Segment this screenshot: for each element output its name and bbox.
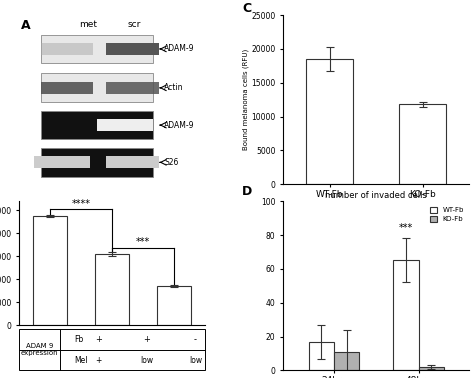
Text: C: C: [242, 2, 251, 15]
FancyBboxPatch shape: [41, 34, 153, 64]
Text: Mel: Mel: [74, 356, 88, 365]
Text: ***: ***: [399, 223, 413, 233]
Bar: [33, 216, 67, 325]
Text: low: low: [140, 356, 154, 365]
Text: scr: scr: [128, 20, 141, 29]
FancyBboxPatch shape: [107, 43, 158, 55]
Text: ****: ****: [72, 199, 91, 209]
Bar: [419, 367, 444, 370]
Text: D: D: [242, 185, 253, 198]
Bar: [95, 254, 129, 325]
Bar: [157, 286, 191, 325]
Bar: [309, 342, 334, 370]
FancyBboxPatch shape: [41, 73, 153, 102]
FancyBboxPatch shape: [107, 82, 158, 94]
Title: number of invaded cells: number of invaded cells: [325, 192, 427, 200]
FancyBboxPatch shape: [41, 43, 93, 55]
Text: +: +: [144, 335, 150, 344]
Text: S26: S26: [164, 158, 179, 167]
Text: +: +: [95, 356, 102, 365]
FancyBboxPatch shape: [41, 148, 153, 177]
Text: A: A: [21, 19, 30, 31]
FancyBboxPatch shape: [34, 156, 90, 168]
Legend: WT-Fb, KO-Fb: WT-Fb, KO-Fb: [428, 205, 466, 224]
Text: ADAM-9: ADAM-9: [164, 121, 195, 130]
Text: ADAM-9: ADAM-9: [164, 45, 195, 53]
Bar: [334, 352, 359, 370]
Bar: [307, 59, 353, 184]
Bar: [400, 104, 446, 184]
Text: ADAM 9
expression: ADAM 9 expression: [20, 343, 58, 356]
Text: ***: ***: [136, 237, 150, 247]
Text: Fb: Fb: [74, 335, 83, 344]
Text: Actin: Actin: [164, 84, 183, 92]
FancyBboxPatch shape: [41, 82, 93, 94]
Text: -: -: [194, 335, 197, 344]
FancyBboxPatch shape: [107, 156, 158, 168]
FancyBboxPatch shape: [41, 111, 153, 139]
Text: low: low: [189, 356, 202, 365]
Text: +: +: [95, 335, 102, 344]
Bar: [393, 260, 419, 370]
FancyBboxPatch shape: [97, 119, 153, 131]
Y-axis label: Bound melanoma cells (RFU): Bound melanoma cells (RFU): [242, 49, 248, 150]
Text: met: met: [79, 20, 97, 29]
